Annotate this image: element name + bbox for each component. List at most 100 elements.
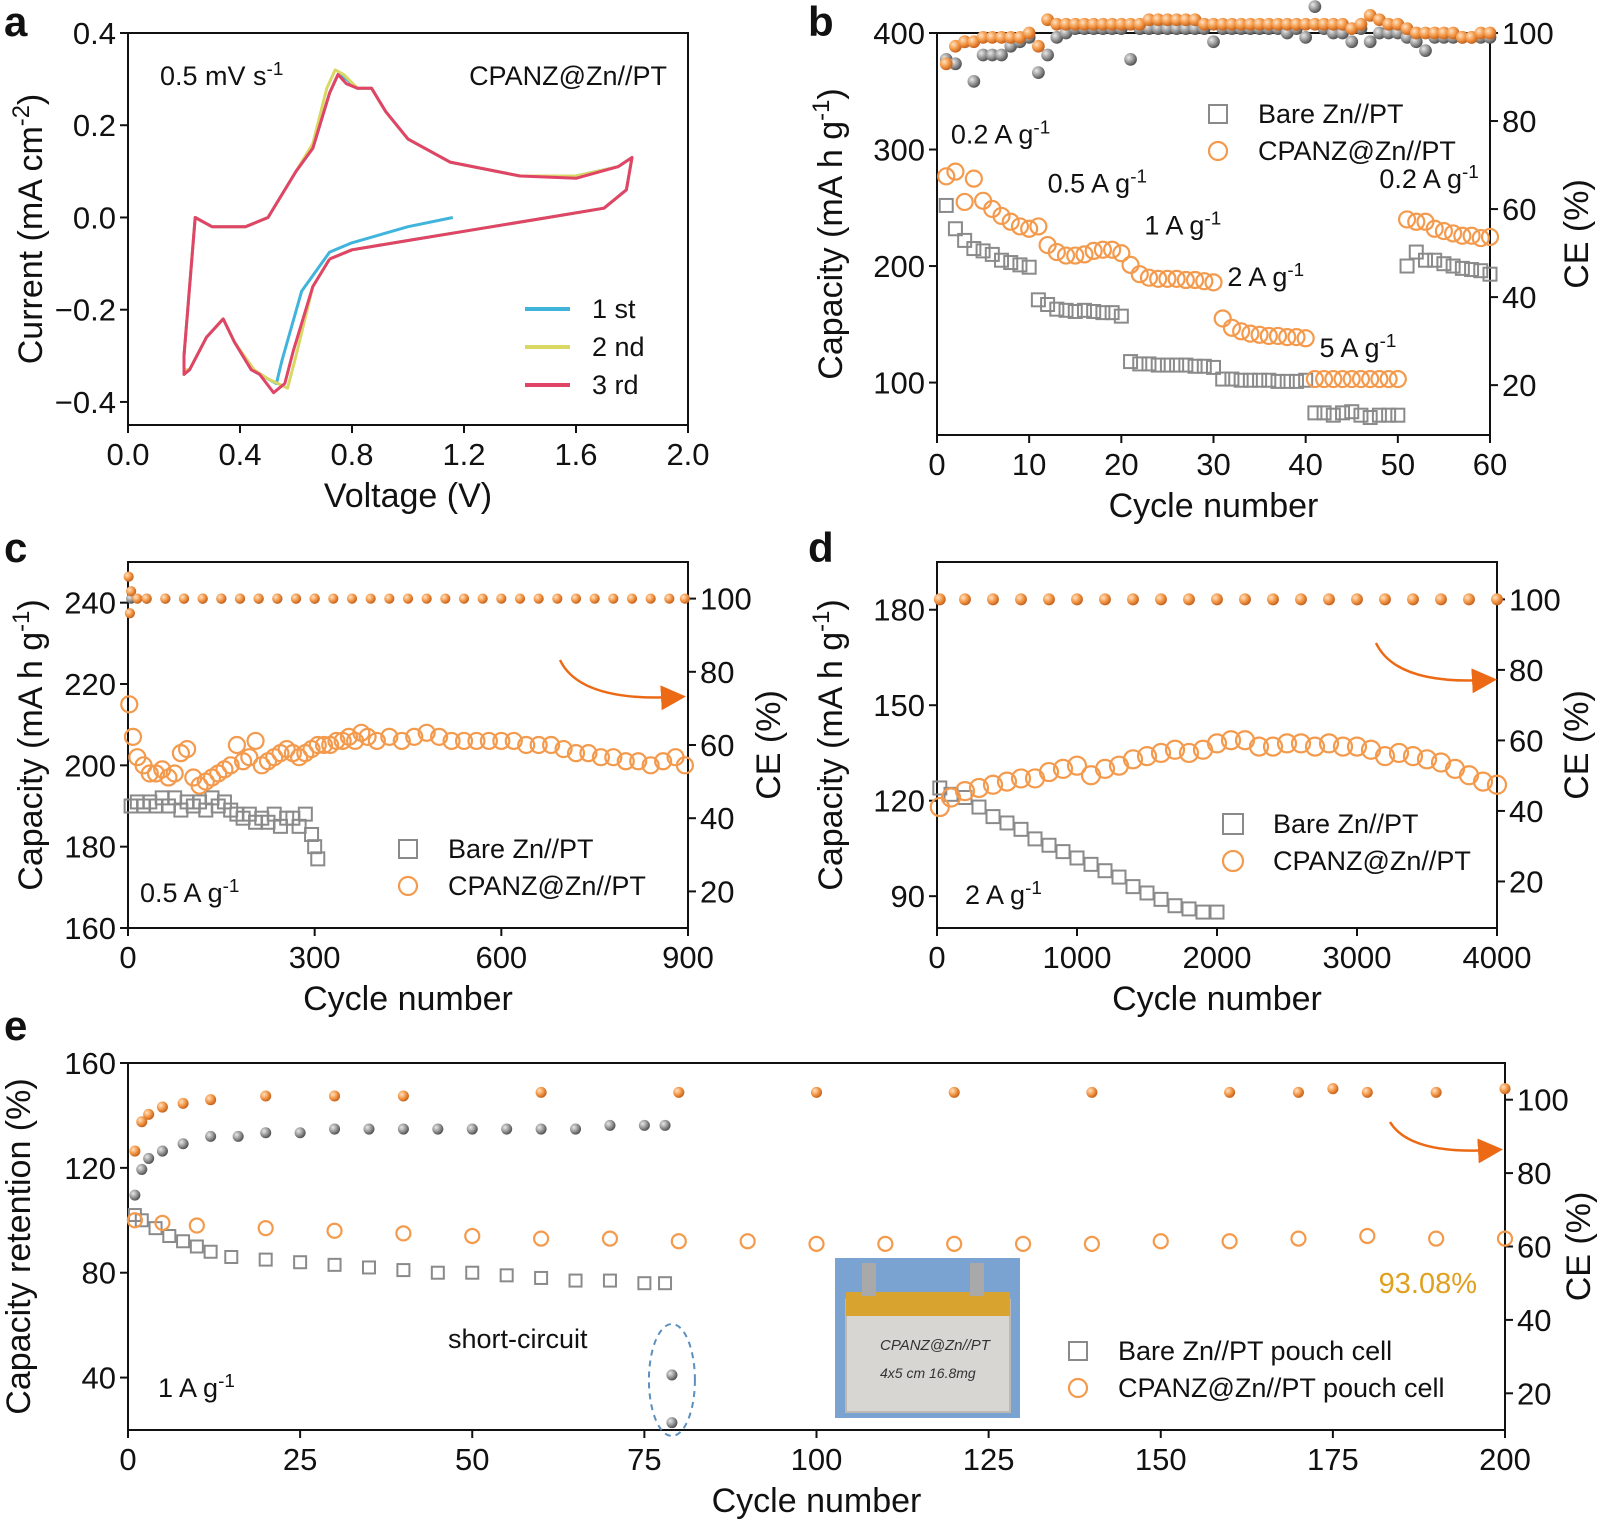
capacity-point <box>1344 404 1360 420</box>
capacity-point <box>1402 746 1424 767</box>
legend-marker <box>1067 1377 1089 1399</box>
y2-tick-label: 80 <box>1509 653 1543 688</box>
y2-tick-label: 20 <box>1502 368 1536 403</box>
capacity-point <box>504 731 523 751</box>
ce-point <box>177 1097 189 1109</box>
x-tick-label: 1.6 <box>554 437 597 472</box>
capacity-point <box>1307 405 1323 421</box>
capacity-point <box>1388 369 1407 389</box>
rate-label-sup: -1 <box>1287 259 1304 280</box>
capacity-point <box>1276 733 1298 754</box>
capacity-point <box>1290 733 1312 754</box>
ce-point <box>959 593 971 606</box>
capacity-point <box>405 727 424 746</box>
ce-point <box>1323 593 1335 606</box>
capacity-point <box>1176 270 1195 290</box>
capacity-point <box>227 735 246 755</box>
rate-label: 2 A g-1 <box>1227 259 1304 292</box>
y-tick-label: 200 <box>873 249 925 284</box>
ce-point <box>260 1127 272 1139</box>
capacity-point <box>1066 755 1088 776</box>
capacity-point <box>240 748 259 767</box>
panel-label-a: a <box>4 0 28 45</box>
rate-label-text: 0.2 A g <box>951 120 1034 150</box>
capacity-point <box>1083 856 1099 872</box>
capacity-point <box>178 739 197 759</box>
capacity-point <box>314 735 334 755</box>
y-axis-label-close: ) <box>812 88 850 99</box>
capacity-point <box>1056 246 1076 265</box>
capacity-point <box>1021 259 1037 275</box>
ce-point <box>1326 26 1340 40</box>
capacity-point <box>1318 733 1340 754</box>
y2-axis-label: CE (%) <box>1560 1192 1598 1302</box>
capacity-point <box>641 756 660 775</box>
pouch-body <box>845 1299 1011 1413</box>
capacity-point <box>579 744 598 763</box>
ce-point <box>995 48 1008 62</box>
ce-point <box>1299 17 1313 31</box>
ce-point <box>141 593 152 604</box>
capacity-point <box>1049 301 1065 317</box>
legend-marker <box>1208 104 1228 124</box>
capacity-point <box>1445 258 1461 274</box>
capacity-point <box>1407 212 1426 231</box>
capacity-point <box>417 723 436 742</box>
capacity-point <box>1316 405 1332 421</box>
ce-point <box>260 1090 272 1102</box>
x-tick-label: 50 <box>455 1442 489 1477</box>
capacity-point <box>616 752 635 771</box>
y-tick-label: 90 <box>891 879 925 914</box>
ce-point <box>1483 26 1497 40</box>
y2-axis-label: CE (%) <box>750 690 788 800</box>
y-tick-label: 0.0 <box>73 200 116 235</box>
capacity-point <box>1241 324 1260 343</box>
ce-point <box>1409 26 1423 40</box>
ce-point <box>294 1127 306 1139</box>
capacity-point <box>358 727 377 746</box>
capacity-point <box>307 839 323 855</box>
capacity-point <box>975 243 991 259</box>
capacity-point <box>1427 252 1443 268</box>
capacity-point <box>442 731 461 751</box>
ce-point <box>1086 1086 1098 1098</box>
ce-point <box>933 593 946 606</box>
capacity-point <box>602 1273 617 1288</box>
ce-point <box>1262 17 1276 31</box>
ce-point <box>197 593 208 604</box>
capacity-point <box>1001 212 1020 231</box>
y2-tick-label: 40 <box>1509 794 1543 829</box>
rate-label-text: 1 A g <box>1144 211 1204 241</box>
ce-point <box>1373 26 1386 40</box>
capacity-point <box>1152 1233 1169 1250</box>
capacity-point <box>1268 326 1288 346</box>
capacity-point <box>1169 357 1185 373</box>
ce-point <box>1170 22 1184 35</box>
ce-point <box>309 593 320 604</box>
capacity-point <box>1242 372 1258 388</box>
rate-label: 5 A g-1 <box>1319 330 1396 363</box>
capacity-point <box>361 1260 376 1275</box>
capacity-point <box>601 1230 619 1247</box>
capacity-point <box>1248 736 1270 757</box>
legend-marker <box>398 839 418 859</box>
capacity-point <box>1496 1230 1514 1247</box>
y-axis-label: Capacity (mA h g-1) <box>808 88 851 379</box>
capacity-point <box>1178 357 1194 373</box>
capacity-point <box>985 809 1001 825</box>
capacity-point <box>966 241 982 257</box>
capacity-point <box>1204 273 1223 292</box>
capacity-point <box>1111 869 1127 885</box>
panel-b: 0 10 20 30 40 50 60 400 300 200 100 100 80 60 40 20 Cycl… <box>808 0 1596 525</box>
ce-point <box>143 1152 155 1164</box>
capacity-point <box>1029 217 1048 236</box>
capacity-point <box>1122 749 1144 770</box>
ce-point <box>1243 17 1257 31</box>
y-tick-label: 0.4 <box>73 16 116 51</box>
capacity-point <box>1013 821 1029 837</box>
capacity-point <box>327 1257 342 1272</box>
ce-point <box>205 1094 217 1106</box>
ce-point <box>329 1123 341 1135</box>
capacity-point <box>1196 358 1212 374</box>
ce-axis-arrow <box>1388 1121 1503 1164</box>
